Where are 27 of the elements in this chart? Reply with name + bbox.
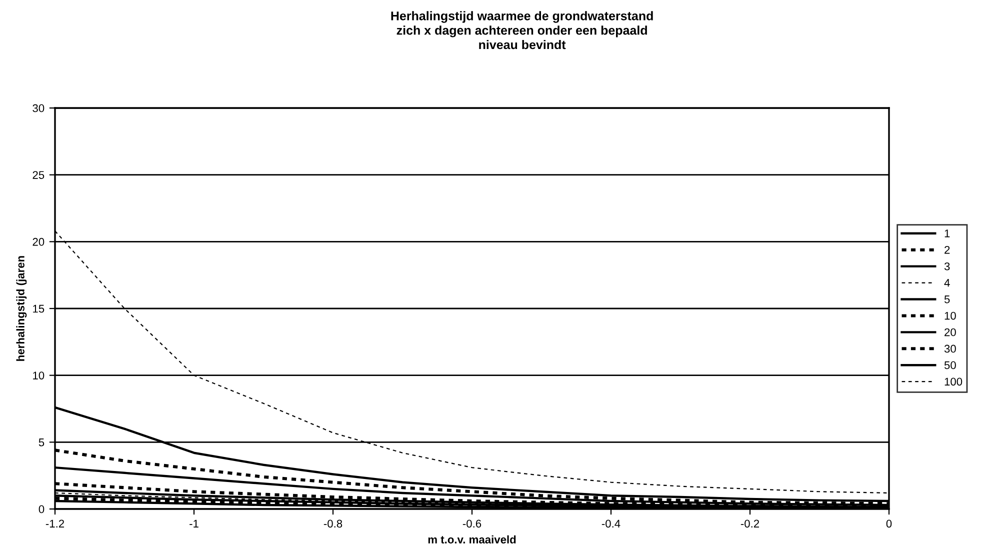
y-tick-label: 10	[33, 372, 44, 380]
x-tick-label: -0.4	[602, 520, 620, 528]
x-tick-label: -0.6	[462, 520, 482, 528]
x-tick-label: -0.2	[740, 520, 760, 528]
x-tick-label: -1.2	[46, 520, 64, 528]
chart-title: Herhalingstijd waarmee de grondwaterstand zich x dagen achtereen onder een bepaald niveau bevindt	[391, 11, 653, 50]
y-tick-label: 30	[32, 104, 44, 112]
y-tick-label: 0	[38, 505, 44, 514]
x-tick-label: 0	[886, 520, 892, 528]
x-tick-label: -1	[190, 520, 198, 528]
legend-label: 4	[944, 279, 950, 287]
legend-label: 2	[944, 246, 950, 254]
y-tick-label: 15	[33, 304, 44, 313]
y-tick-label: 20	[32, 238, 44, 246]
legend-label: 10	[944, 312, 956, 320]
legend-label: 5	[944, 295, 950, 304]
legend-label: 3	[944, 262, 950, 270]
legend-label: 20	[944, 328, 956, 336]
x-axis-title: m t.o.v. maaiveld	[428, 535, 516, 544]
legend-label: 30	[944, 344, 956, 353]
legend-label: 100	[944, 378, 962, 386]
x-tick-label: -0.8	[324, 520, 342, 528]
y-axis-title: herhalingstijd (jaren	[16, 256, 27, 361]
y-tick-label: 5	[38, 438, 44, 446]
y-tick-label: 25	[32, 171, 44, 179]
legend-label: 1	[944, 230, 950, 238]
legend-label: 50	[944, 361, 956, 370]
